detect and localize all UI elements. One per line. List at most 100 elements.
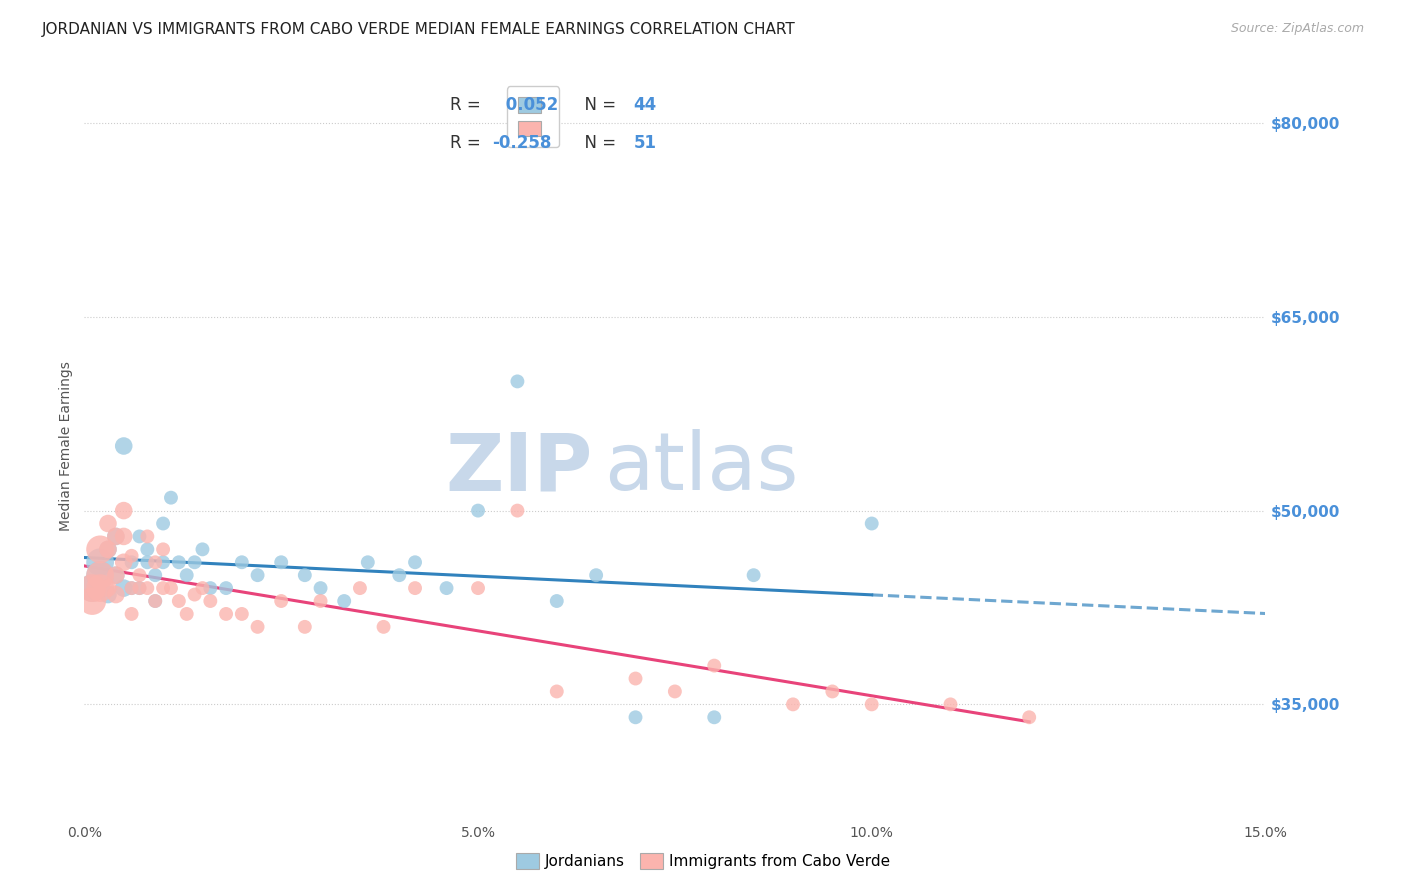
Point [349,581,371,595]
Point [176,568,198,582]
Point [160,581,183,595]
Point [309,581,332,595]
Point [183,555,205,569]
Point [152,516,174,531]
Point [309,594,332,608]
Point [121,581,143,595]
Point [546,684,568,698]
Point [821,684,844,698]
Point [128,568,150,582]
Point [152,555,174,569]
Point [333,594,356,608]
Point [136,542,159,557]
Point [246,620,269,634]
Point [167,594,190,608]
Point [143,594,166,608]
Point [388,568,411,582]
Point [200,581,222,595]
Point [167,555,190,569]
Point [82,581,104,595]
Point [136,529,159,543]
Point [624,672,647,686]
Point [357,555,380,569]
Point [89,568,111,582]
Point [860,698,883,712]
Point [104,529,127,543]
Text: 51: 51 [634,134,657,152]
Point [104,568,127,582]
Text: atlas: atlas [605,429,799,508]
Point [121,581,143,595]
Point [860,516,883,531]
Point [97,581,120,595]
Point [703,658,725,673]
Point [89,581,111,595]
Point [1018,710,1040,724]
Text: N =: N = [575,96,621,114]
Text: 44: 44 [634,96,657,114]
Point [112,529,135,543]
Point [200,594,222,608]
Point [270,555,292,569]
Y-axis label: Median Female Earnings: Median Female Earnings [59,361,73,531]
Point [176,607,198,621]
Point [183,588,205,602]
Point [82,581,104,595]
Text: R =: R = [450,96,486,114]
Point [467,503,489,517]
Text: 0.052: 0.052 [501,96,558,114]
Point [89,568,111,582]
Point [215,607,238,621]
Text: ZIP: ZIP [444,429,592,508]
Text: JORDANIAN VS IMMIGRANTS FROM CABO VERDE MEDIAN FEMALE EARNINGS CORRELATION CHART: JORDANIAN VS IMMIGRANTS FROM CABO VERDE … [42,22,796,37]
Point [152,542,174,557]
Point [270,594,292,608]
Point [89,555,111,569]
Point [231,555,253,569]
Point [136,581,159,595]
Point [112,581,135,595]
Point [160,491,183,505]
Point [231,607,253,621]
Point [143,555,166,569]
Point [97,542,120,557]
Point [939,698,962,712]
Text: R =: R = [450,134,486,152]
Point [294,620,316,634]
Point [506,375,529,389]
Point [546,594,568,608]
Point [136,555,159,569]
Point [373,620,395,634]
Text: Source: ZipAtlas.com: Source: ZipAtlas.com [1230,22,1364,36]
Point [128,529,150,543]
Point [104,568,127,582]
Point [404,581,426,595]
Point [742,568,765,582]
Point [191,542,214,557]
Point [128,581,150,595]
Point [624,710,647,724]
Legend: , : , [508,87,560,147]
Point [104,529,127,543]
Point [467,581,489,595]
Point [97,588,120,602]
Point [112,503,135,517]
Point [703,710,725,724]
Point [82,594,104,608]
Point [191,581,214,595]
Point [121,549,143,563]
Point [121,607,143,621]
Point [436,581,458,595]
Point [294,568,316,582]
Text: -0.258: -0.258 [492,134,551,152]
Point [585,568,607,582]
Point [128,581,150,595]
Point [143,568,166,582]
Legend: Jordanians, Immigrants from Cabo Verde: Jordanians, Immigrants from Cabo Verde [509,847,897,875]
Point [104,588,127,602]
Point [97,516,120,531]
Point [143,594,166,608]
Point [404,555,426,569]
Point [89,542,111,557]
Point [112,439,135,453]
